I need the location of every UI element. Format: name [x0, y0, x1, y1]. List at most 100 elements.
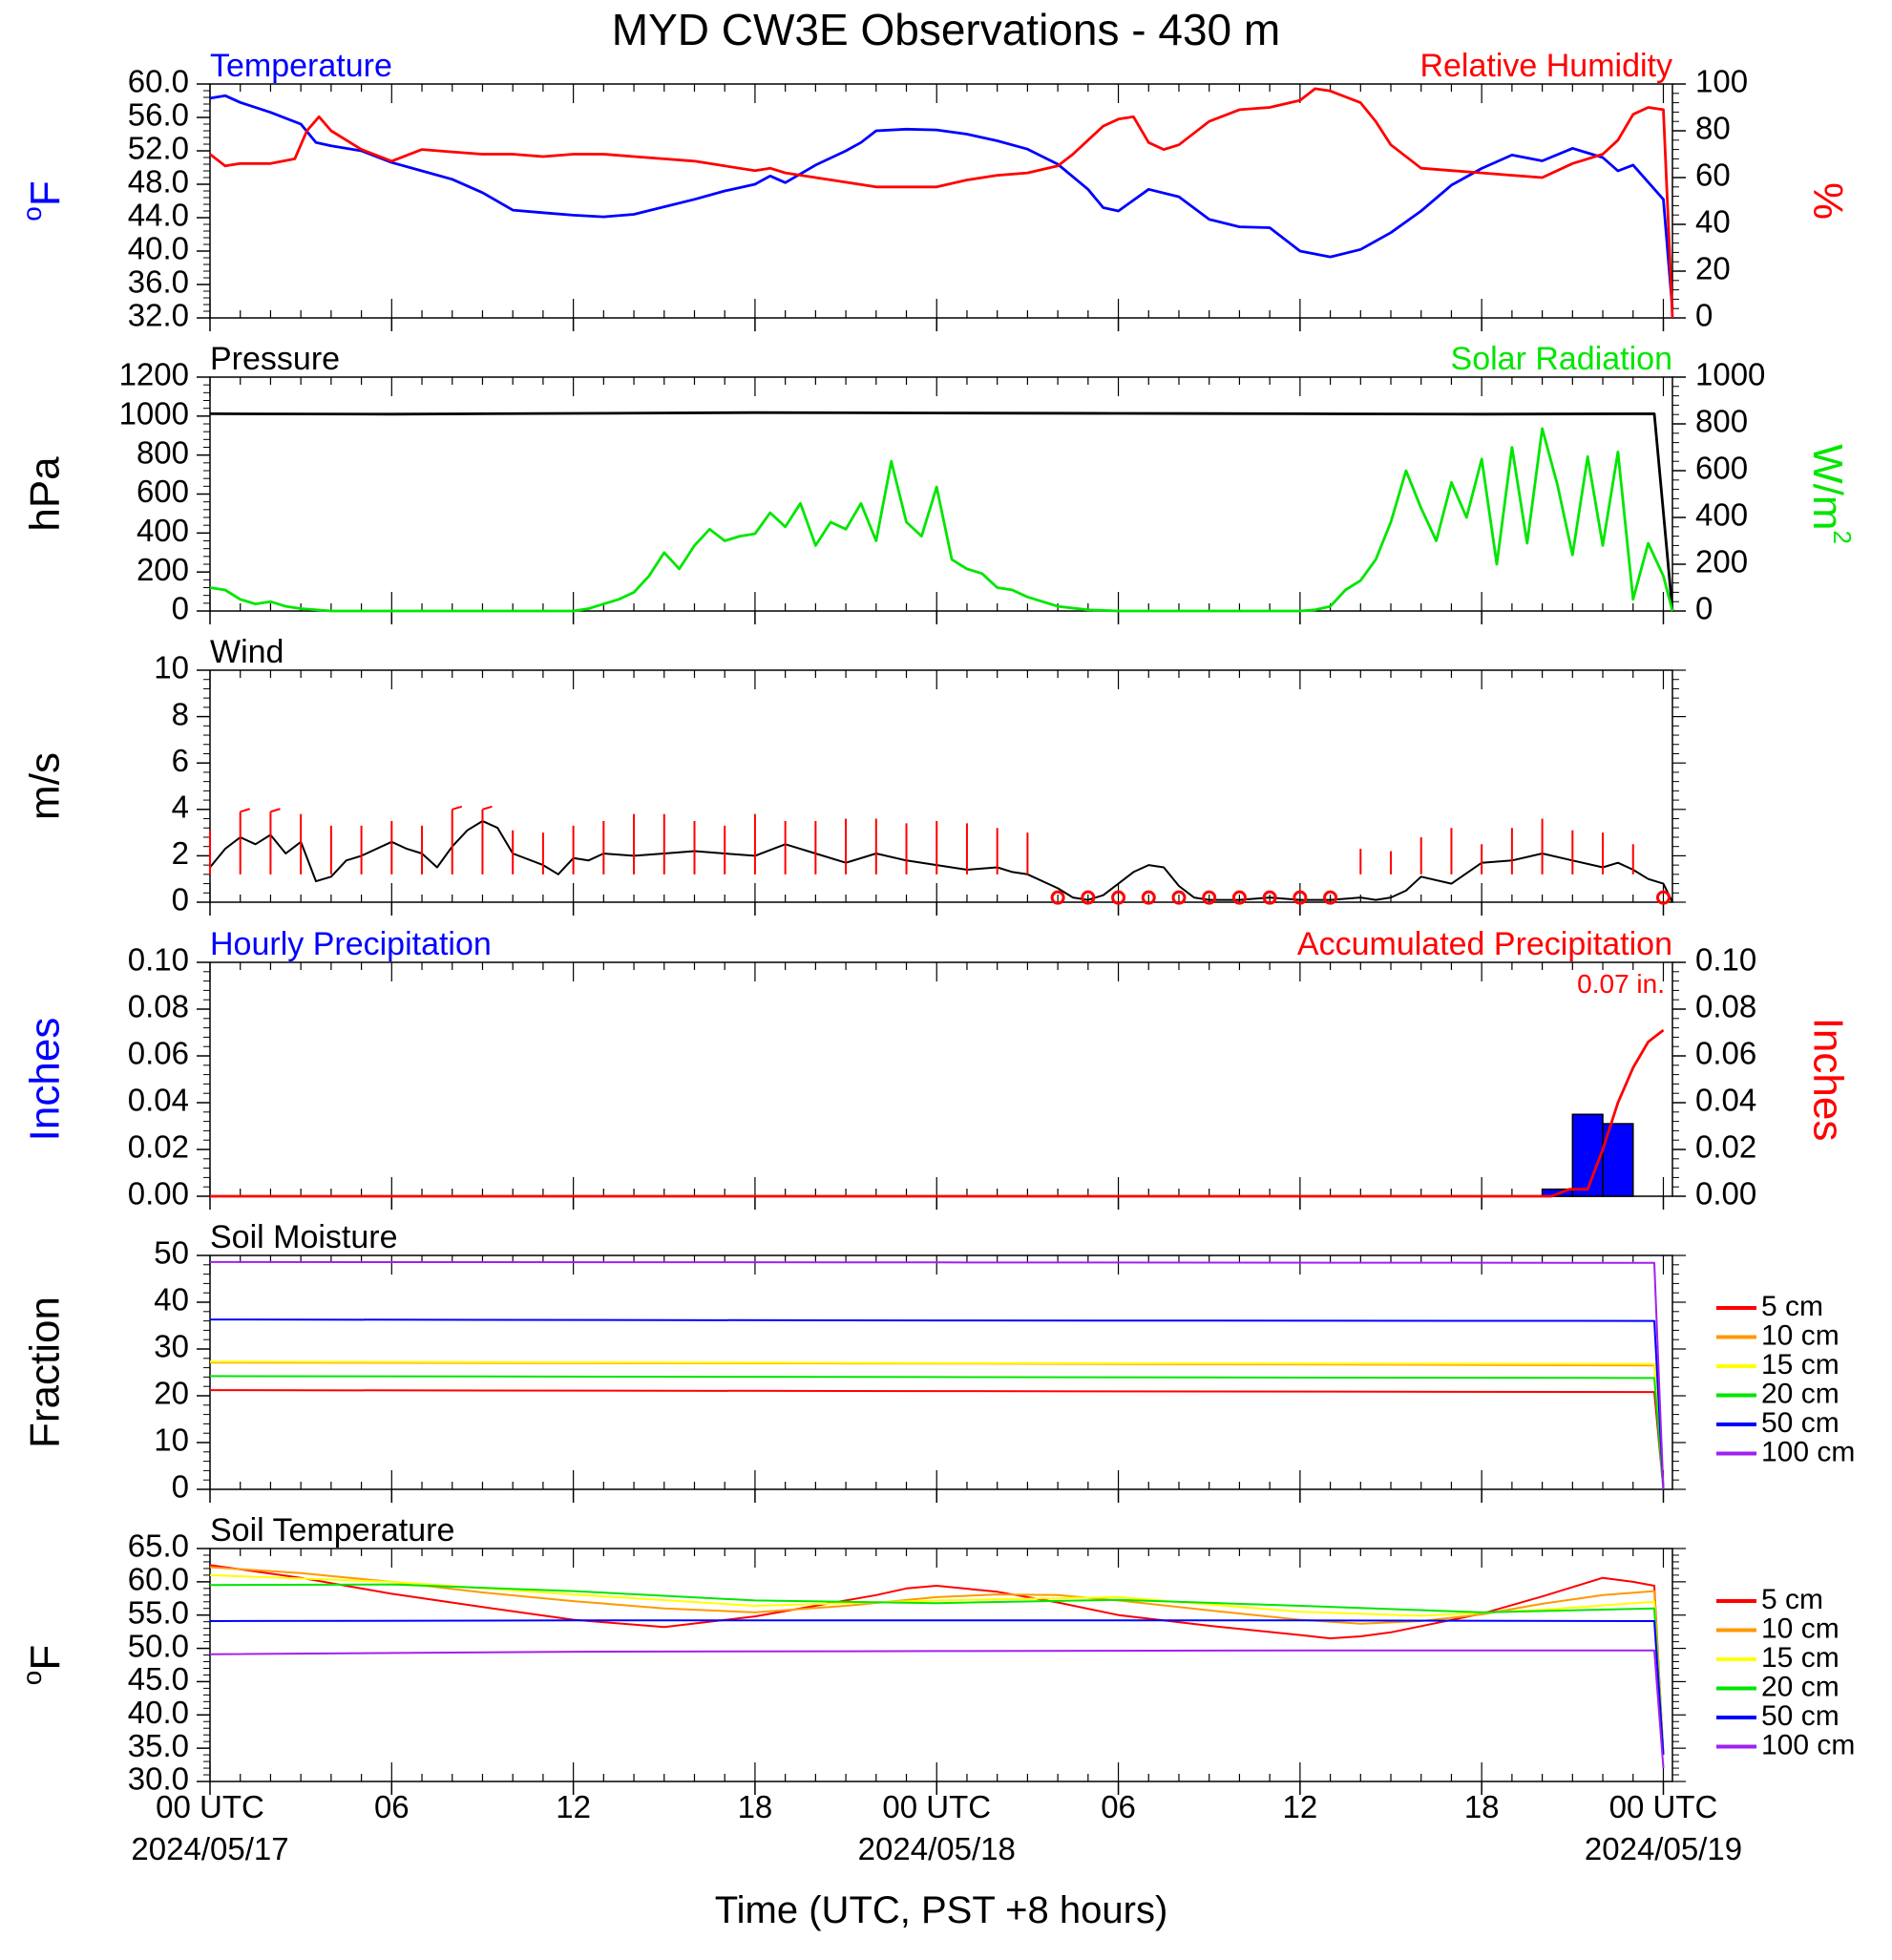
y-tick-label: 50.0	[128, 1628, 189, 1663]
y-axis-label-right: Inches	[1804, 1018, 1851, 1142]
x-tick-date: 2024/05/19	[1585, 1831, 1742, 1866]
y-tick-label-right: 0.08	[1695, 989, 1756, 1024]
panel-title-left: Hourly Precipitation	[210, 926, 492, 962]
y-tick-label: 0.10	[128, 942, 189, 978]
series-line-solar-radiation	[209, 427, 1674, 613]
legend-label: 15 cm	[1761, 1642, 1839, 1674]
y-axis-label-left: oF	[17, 1645, 68, 1685]
calm-wind-circle	[1293, 890, 1308, 905]
degree-symbol: o	[17, 1671, 47, 1686]
series-line-temperature	[209, 94, 1674, 310]
unit-f: F	[22, 1645, 69, 1671]
y-tick-label: 52.0	[128, 131, 189, 166]
y-tick-label: 32.0	[128, 298, 189, 333]
legend-label: 50 cm	[1761, 1407, 1839, 1439]
y-tick-label-right: 40	[1695, 204, 1731, 240]
y-tick-label: 0.06	[128, 1036, 189, 1071]
legend-label: 10 cm	[1761, 1319, 1839, 1351]
x-tick-label: 00 UTC	[1609, 1789, 1718, 1824]
y-tick-label: 400	[137, 513, 189, 548]
y-axis-label-left: Fraction	[22, 1296, 69, 1448]
y-tick-label: 60.0	[128, 1562, 189, 1597]
y-tick-label: 0.00	[128, 1176, 189, 1212]
series-line-20-cm	[209, 1375, 1665, 1490]
y-axis-label-left-group: Inches	[22, 1018, 69, 1142]
y-tick-label: 55.0	[128, 1594, 189, 1630]
y-tick-label: 0	[172, 591, 189, 626]
unit-f: F	[22, 180, 69, 206]
legend-label: 20 cm	[1761, 1378, 1839, 1409]
y-axis-label-left: oF	[17, 180, 68, 221]
calm-wind-circle	[1323, 890, 1338, 905]
y-tick-label: 8	[172, 696, 189, 731]
series-line-50-cm	[209, 1619, 1665, 1756]
y-tick-label: 4	[172, 790, 189, 825]
calm-wind-circle	[1231, 890, 1247, 905]
y-tick-label-right: 0.06	[1695, 1036, 1756, 1071]
y-tick-label: 48.0	[128, 164, 189, 200]
panel-title-left: Wind	[210, 634, 284, 670]
y-tick-label: 60.0	[128, 64, 189, 99]
y-tick-label-right: 600	[1695, 451, 1748, 486]
wind-barb-flag	[240, 808, 251, 813]
y-tick-label: 40.0	[128, 1695, 189, 1730]
y-tick-label: 40.0	[128, 231, 189, 266]
x-tick-label: 18	[738, 1789, 773, 1824]
series-line-relative-humidity	[209, 87, 1674, 319]
y-axis-label-right-group: W/m2	[1804, 444, 1857, 544]
y-tick-label-right: 200	[1695, 544, 1748, 580]
panel-soil_temp: 30.035.040.045.050.055.060.065.0 Soil Tem…	[128, 1512, 1856, 1797]
y-tick-label: 0.02	[128, 1129, 189, 1165]
panel-precip: 0.00 0.02 0.04 0.06 0.08 0.10 0.00 0.02 0.04 0.06…	[128, 926, 1756, 1212]
y-tick-label: 0	[172, 1469, 189, 1505]
y-axis-label-left-group: oF	[17, 180, 68, 221]
y-tick-label: 65.0	[128, 1528, 189, 1564]
panel-wind: 0 2 4 6 8 10 Wind	[154, 634, 1686, 917]
series-line-100-cm	[209, 1260, 1665, 1490]
y-tick-label-right: 100	[1695, 64, 1748, 99]
calm-wind-circle	[1111, 890, 1126, 905]
y-axis-label-right: W/m2	[1804, 444, 1857, 544]
unit-sq: 2	[1828, 530, 1857, 543]
calm-wind-circle	[1050, 890, 1065, 905]
degree-symbol: o	[17, 206, 47, 221]
precip-bar	[1571, 1113, 1604, 1197]
wind-barb-flag	[270, 808, 281, 813]
calm-wind-circle	[1081, 890, 1096, 905]
x-axis-label: Time (UTC, PST +8 hours)	[715, 1889, 1168, 1931]
y-axis-label-left-group: oF	[17, 1645, 68, 1685]
series-line-20-cm	[209, 1583, 1665, 1756]
x-tick-date: 2024/05/18	[858, 1831, 1016, 1866]
y-axis-label-left-group: hPa	[22, 456, 69, 532]
y-axis-label-left-group: m/s	[22, 752, 69, 820]
y-tick-label: 0.04	[128, 1083, 189, 1118]
y-axis-label-right-group: %	[1804, 182, 1851, 220]
calm-wind-circle	[1171, 890, 1187, 905]
y-tick-label-right: 20	[1695, 251, 1731, 286]
legend-label: 50 cm	[1761, 1700, 1839, 1732]
y-tick-label: 35.0	[128, 1728, 189, 1763]
precip-bar	[1602, 1123, 1634, 1197]
panel-pres_solar: 02004006008001000120002004006008001000Pr…	[119, 341, 1766, 626]
panel-frame	[209, 83, 1673, 319]
calm-wind-circle	[1655, 890, 1671, 905]
y-tick-label: 0.08	[128, 989, 189, 1024]
y-tick-label-right: 800	[1695, 404, 1748, 439]
y-axis-label-left-group: Fraction	[22, 1296, 69, 1448]
y-axis-label-left: m/s	[22, 752, 69, 820]
y-tick-label: 50	[154, 1235, 189, 1271]
y-tick-label: 6	[172, 743, 189, 778]
series-line-10-cm	[209, 1566, 1665, 1756]
y-tick-label-right: 0	[1695, 591, 1713, 626]
x-tick-label: 06	[1101, 1789, 1136, 1824]
y-tick-label: 10	[154, 1423, 189, 1458]
y-tick-label-right: 400	[1695, 497, 1748, 533]
legend-label: 5 cm	[1761, 1291, 1823, 1322]
series-line-50-cm	[209, 1318, 1665, 1490]
y-tick-label: 40	[154, 1282, 189, 1317]
y-tick-label-right: 0.00	[1695, 1176, 1756, 1212]
panel-title-left: Pressure	[210, 341, 340, 377]
y-tick-label: 0	[172, 882, 189, 917]
x-tick-label: 06	[374, 1789, 410, 1824]
